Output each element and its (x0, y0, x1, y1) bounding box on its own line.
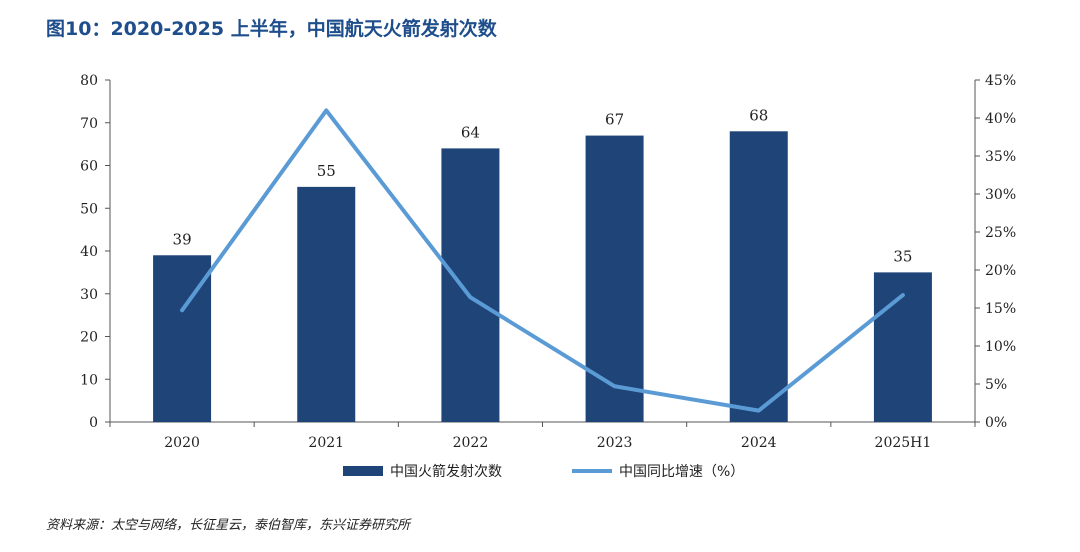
bar-data-label: 55 (317, 162, 336, 180)
y-left-tick-label: 10 (80, 372, 98, 388)
y-right-tick-label: 45% (985, 73, 1016, 89)
bar (729, 131, 788, 423)
y-right-tick-label: 25% (985, 225, 1016, 241)
bar-data-label: 68 (749, 106, 768, 124)
y-right-tick-label: 5% (985, 377, 1007, 393)
bar-data-labels: 39 55 64 67 68 35 (173, 106, 913, 265)
source-note: 资料来源：太空与网络，长征星云，泰伯智库，东兴证券研究所 (46, 518, 411, 533)
y-right-tick-label: 30% (985, 187, 1016, 203)
x-tick-label: 2024 (741, 435, 777, 451)
y-right-tick-label: 10% (985, 339, 1016, 355)
bar (585, 135, 644, 422)
bar-data-label: 67 (605, 111, 624, 129)
x-tick-label: 2025H1 (875, 435, 932, 451)
line-series (180, 108, 905, 413)
y-right-tick-label: 40% (985, 111, 1016, 127)
growth-line (180, 108, 905, 413)
legend-line-label: 中国同比增速（%） (619, 464, 744, 480)
bar (297, 186, 356, 422)
legend-bar-swatch (343, 466, 383, 476)
y-left-tick-label: 40 (80, 244, 98, 260)
bar-data-label: 39 (173, 230, 192, 248)
x-tick-label: 2022 (453, 435, 489, 451)
bar (441, 148, 500, 422)
y-left-tick-label: 80 (80, 73, 98, 89)
y-right-tick-label: 35% (985, 149, 1016, 165)
y-left-tick-label: 20 (80, 330, 98, 346)
y-left-tick-label: 0 (89, 415, 98, 431)
chart-title: 图10：2020-2025 上半年，中国航天火箭发射次数 (46, 18, 497, 40)
y-right-tick-label: 0% (985, 415, 1007, 431)
y-left-tick-label: 70 (80, 116, 98, 132)
legend: 中国火箭发射次数 中国同比增速（%） (343, 463, 744, 480)
legend-bar-label: 中国火箭发射次数 (390, 463, 502, 480)
x-axis-ticks: 2020 2021 2022 2023 2024 2025H1 (109, 422, 976, 451)
y-left-tick-label: 50 (80, 201, 98, 217)
y-left-tick-label: 60 (80, 159, 98, 175)
y-right-tick-label: 15% (985, 301, 1016, 317)
y-left-tick-label: 30 (80, 287, 98, 303)
x-tick-label: 2020 (164, 435, 200, 451)
x-tick-label: 2021 (308, 435, 344, 451)
bar-data-label: 35 (893, 247, 912, 265)
bar-data-label: 64 (461, 123, 480, 141)
bar-series (153, 131, 932, 423)
y-right-tick-label: 20% (985, 263, 1016, 279)
x-tick-label: 2023 (597, 435, 633, 451)
